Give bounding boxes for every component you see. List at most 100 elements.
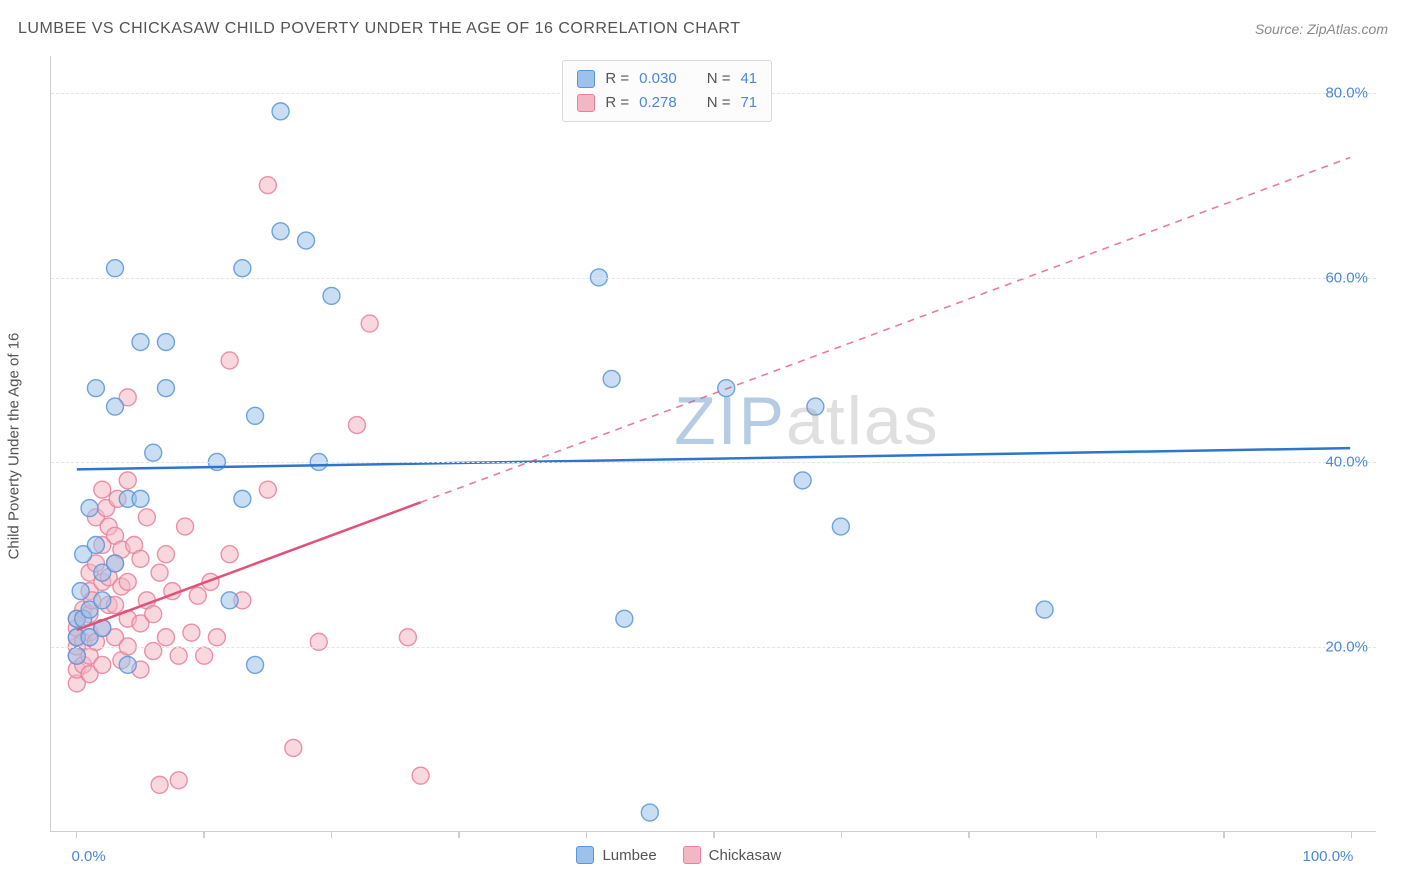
lumbee-trendline (77, 448, 1350, 469)
lumbee-point (107, 398, 124, 415)
legend-stats: R = 0.030 N = 41R = 0.278 N = 71 (562, 60, 772, 122)
x-tick (713, 831, 715, 838)
x-tick (841, 831, 843, 838)
chickasaw-point (285, 739, 302, 756)
lumbee-point (72, 583, 89, 600)
lumbee-point (832, 518, 849, 535)
chickasaw-point (348, 417, 365, 434)
lumbee-point (145, 444, 162, 461)
chickasaw-point (399, 629, 416, 646)
source-label: Source: (1255, 21, 1307, 37)
chickasaw-point (170, 772, 187, 789)
y-tick-label: 20.0% (1325, 639, 1368, 656)
lumbee-point (132, 490, 149, 507)
legend-stats-row: R =0.030N =41 (577, 67, 757, 91)
chickasaw-point (221, 352, 238, 369)
lumbee-point (107, 260, 124, 277)
chart-header: LUMBEE VS CHICKASAW CHILD POVERTY UNDER … (18, 20, 1388, 38)
lumbee-point (234, 260, 251, 277)
lumbee-point (68, 647, 85, 664)
lumbee-legend-label: Lumbee (602, 847, 656, 864)
lumbee-point (272, 223, 289, 240)
lumbee-n-value: 41 (740, 67, 757, 91)
chickasaw-point (177, 518, 194, 535)
source-credit: Source: ZipAtlas.com (1255, 21, 1388, 37)
legend-item-chickasaw: Chickasaw (683, 846, 782, 864)
chickasaw-point (189, 587, 206, 604)
lumbee-point (87, 536, 104, 553)
chickasaw-point (208, 629, 225, 646)
lumbee-point (323, 287, 340, 304)
chickasaw-point (151, 564, 168, 581)
gridline (51, 462, 1376, 463)
chart-title: LUMBEE VS CHICKASAW CHILD POVERTY UNDER … (18, 20, 740, 38)
chickasaw-point (361, 315, 378, 332)
y-tick-label: 40.0% (1325, 454, 1368, 471)
lumbee-point (221, 592, 238, 609)
chickasaw-point (412, 767, 429, 784)
chickasaw-point (94, 656, 111, 673)
chickasaw-point (145, 606, 162, 623)
x-tick (1096, 831, 1098, 838)
chickasaw-point (119, 573, 136, 590)
chickasaw-legend-label: Chickasaw (709, 847, 782, 864)
chickasaw-point (157, 629, 174, 646)
lumbee-point (81, 500, 98, 517)
chickasaw-n-value: 71 (740, 91, 757, 115)
lumbee-point (603, 370, 620, 387)
chickasaw-point (196, 647, 213, 664)
y-axis-label: Child Poverty Under the Age of 16 (6, 333, 23, 560)
chickasaw-point (183, 624, 200, 641)
lumbee-point (247, 656, 264, 673)
chickasaw-point (119, 472, 136, 489)
y-tick-label: 80.0% (1325, 84, 1368, 101)
lumbee-point (94, 592, 111, 609)
chickasaw-point (221, 546, 238, 563)
legend-series: Lumbee Chickasaw (576, 846, 781, 864)
lumbee-point (132, 334, 149, 351)
lumbee-point (87, 380, 104, 397)
lumbee-r-value: 0.030 (639, 67, 677, 91)
x-tick-label: 0.0% (72, 848, 106, 865)
chickasaw-point (94, 481, 111, 498)
chickasaw-point (145, 643, 162, 660)
source-value: ZipAtlas.com (1307, 21, 1388, 37)
x-tick (458, 831, 460, 838)
lumbee-point (1036, 601, 1053, 618)
lumbee-point (107, 555, 124, 572)
chickasaw-point (132, 550, 149, 567)
lumbee-point (794, 472, 811, 489)
lumbee-point (616, 610, 633, 627)
x-tick (203, 831, 205, 838)
x-tick (76, 831, 78, 838)
lumbee-point (298, 232, 315, 249)
chickasaw-point (259, 177, 276, 194)
lumbee-point (234, 490, 251, 507)
r-label: R = (605, 91, 629, 115)
lumbee-point (807, 398, 824, 415)
chickasaw-swatch-icon (683, 846, 701, 864)
lumbee-swatch-icon (576, 846, 594, 864)
r-label: R = (605, 67, 629, 91)
chart-area: ZIPatlas 20.0%40.0%60.0%80.0% (50, 56, 1376, 832)
lumbee-point (641, 804, 658, 821)
lumbee-point (119, 656, 136, 673)
scatter-plot-svg (51, 56, 1376, 831)
x-tick (331, 831, 333, 838)
x-tick-label: 100.0% (1303, 848, 1354, 865)
lumbee-point (157, 334, 174, 351)
legend-stats-row: R = 0.278 N = 71 (577, 91, 757, 115)
chickasaw-r-value: 0.278 (639, 91, 677, 115)
chickasaw-point (151, 776, 168, 793)
n-label: N = (707, 91, 731, 115)
x-tick (586, 831, 588, 838)
x-tick (1223, 831, 1225, 838)
lumbee-point (157, 380, 174, 397)
y-tick-label: 60.0% (1325, 269, 1368, 286)
chickasaw-point (157, 546, 174, 563)
chickasaw-swatch-icon (577, 94, 595, 112)
lumbee-point (272, 103, 289, 120)
lumbee-swatch-icon (577, 70, 595, 88)
chickasaw-trendline (77, 502, 421, 630)
chickasaw-point (259, 481, 276, 498)
